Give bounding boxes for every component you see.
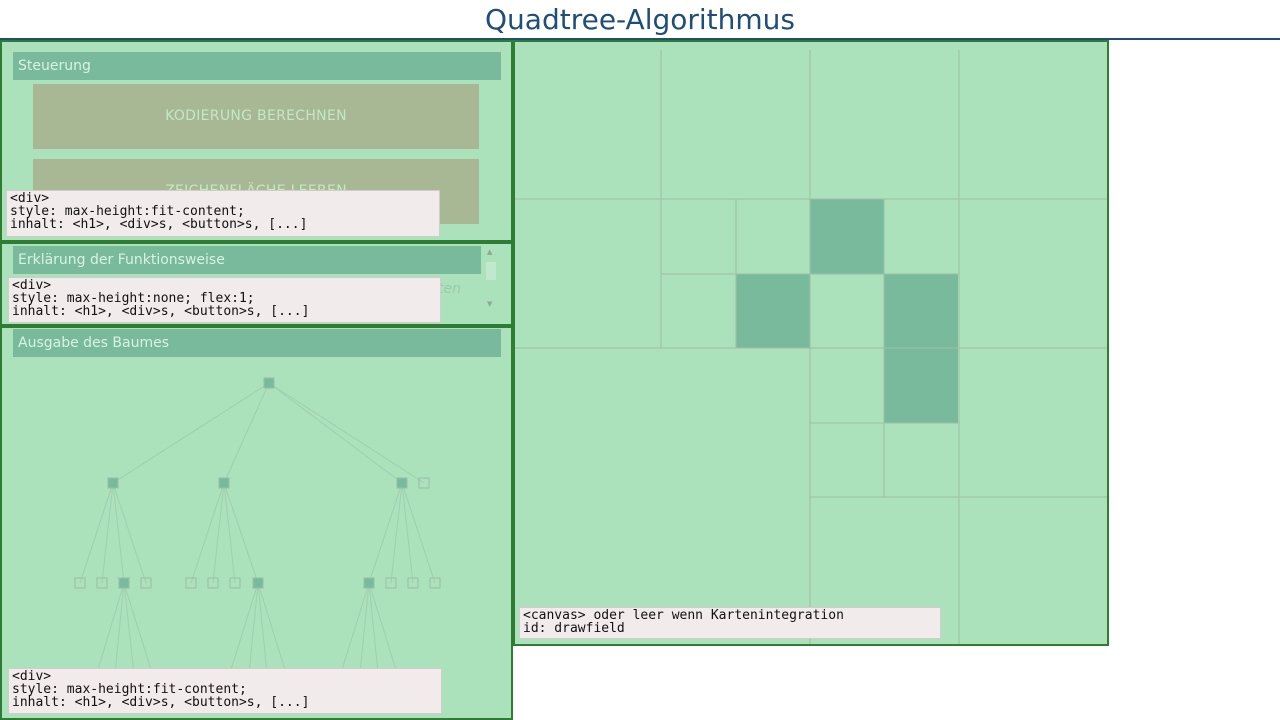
- tree-leaf: [185, 577, 197, 589]
- tree-output-heading: Ausgabe des Baumes: [13, 329, 501, 357]
- tree-leaf: [140, 577, 152, 589]
- tree-node: [118, 577, 130, 589]
- explanation-text: ten: [438, 281, 461, 297]
- tree-output-panel: Ausgabe des Baumes: [0, 326, 513, 720]
- tree-output-info-box: <div> style: max-height:fit-content; inh…: [8, 668, 442, 714]
- scroll-down-icon[interactable]: ▼: [487, 300, 493, 308]
- tree-node: [218, 477, 230, 489]
- drawfield-canvas[interactable]: <canvas> oder leer wenn Kartenintegratio…: [513, 40, 1109, 646]
- controls-panel: Steuerung KODIERUNG BERECHNEN ZEICHENFLÄ…: [0, 40, 513, 242]
- controls-info-box: <div> style: max-height:fit-content; inh…: [6, 190, 440, 237]
- scroll-thumb[interactable]: [486, 262, 496, 280]
- filled-cell: [810, 199, 884, 274]
- explanation-scrollbar[interactable]: ▲ ▼: [484, 246, 498, 314]
- tree-leaf: [418, 477, 430, 489]
- tree-leaf: [207, 577, 219, 589]
- explanation-heading: Erklärung der Funktionsweise: [13, 246, 481, 274]
- explanation-info-box: <div> style: max-height:none; flex:1; in…: [8, 277, 441, 323]
- compute-encoding-button[interactable]: KODIERUNG BERECHNEN: [33, 84, 479, 149]
- scroll-up-icon[interactable]: ▲: [487, 248, 493, 256]
- tree-leaf: [74, 577, 86, 589]
- tree-leaf: [96, 577, 108, 589]
- explanation-panel: Erklärung der Funktionsweise ten ▲ ▼ <di…: [0, 242, 513, 326]
- tree-leaf: [429, 577, 441, 589]
- canvas-info-box: <canvas> oder leer wenn Kartenintegratio…: [519, 607, 941, 639]
- quadtree-grid[interactable]: [515, 42, 1107, 644]
- tree-leaf: [407, 577, 419, 589]
- tree-node: [107, 477, 119, 489]
- tree-node: [396, 477, 408, 489]
- quadtree-diagram: [74, 377, 441, 674]
- tree-node-root: [263, 377, 275, 389]
- page-title: Quadtree-Algorithmus: [0, 0, 1280, 40]
- tree-leaf: [385, 577, 397, 589]
- tree-leaf: [229, 577, 241, 589]
- tree-node: [363, 577, 375, 589]
- tree-node: [252, 577, 264, 589]
- filled-cell: [736, 274, 810, 348]
- controls-heading: Steuerung: [13, 52, 501, 80]
